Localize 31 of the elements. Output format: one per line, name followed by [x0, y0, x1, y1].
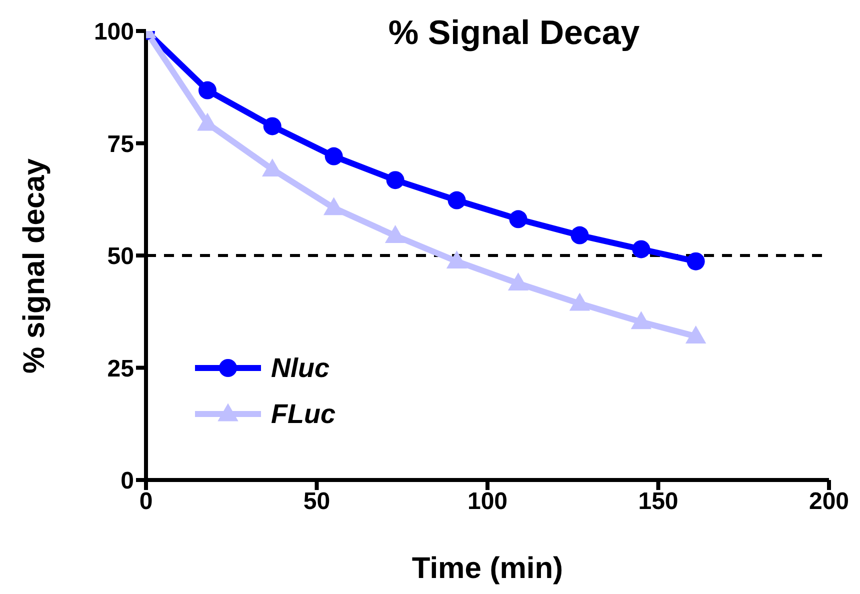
x-tick-label: 100	[467, 488, 508, 516]
x-tick-label: 150	[638, 488, 678, 516]
legend-label: Nluc	[271, 352, 330, 384]
x-tick-label: 50	[303, 488, 330, 516]
legend-label: FLuc	[271, 398, 336, 430]
point	[686, 252, 705, 270]
point	[446, 250, 468, 269]
point	[198, 81, 216, 100]
point	[324, 147, 343, 166]
y-tick-label: 0	[120, 468, 134, 495]
point	[630, 311, 652, 330]
point	[384, 224, 406, 243]
point	[632, 240, 650, 258]
y-tick-label: 100	[94, 18, 134, 46]
y-axis-title: % signal decay	[18, 158, 51, 374]
chart-title: % Signal Decay	[387, 14, 641, 53]
y-tick-label: 50	[107, 243, 134, 270]
point	[569, 292, 590, 311]
point	[508, 272, 529, 291]
x-axis-title: Time (min)	[412, 552, 564, 585]
point	[685, 326, 706, 344]
point	[323, 197, 344, 216]
point	[448, 191, 466, 210]
point	[570, 226, 589, 244]
y-tick-label: 75	[107, 130, 134, 158]
point	[263, 117, 282, 136]
x-tick-label: 0	[139, 488, 153, 516]
point	[386, 171, 404, 190]
x-tick-label: 200	[808, 488, 850, 516]
y-tick-label: 25	[107, 355, 134, 382]
point	[509, 210, 528, 228]
